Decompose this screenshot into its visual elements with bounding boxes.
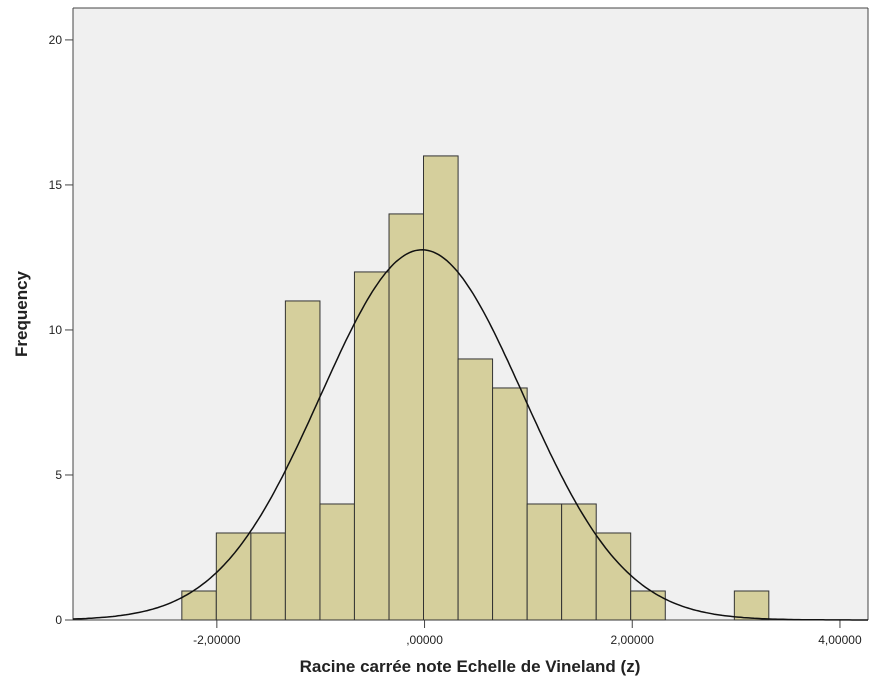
y-tick-label: 10 <box>49 323 63 337</box>
bar <box>215 532 252 621</box>
y-axis-label: Frequency <box>12 270 31 357</box>
y-tick-label: 0 <box>55 613 62 627</box>
bar <box>630 590 666 621</box>
bar <box>250 532 286 621</box>
x-tick-label: 2,00000 <box>611 633 655 647</box>
bar <box>181 590 217 621</box>
bar <box>423 155 459 621</box>
x-tick-label: ,00000 <box>406 633 443 647</box>
bar <box>388 213 425 621</box>
bar <box>526 503 563 621</box>
x-tick-label: 4,00000 <box>818 633 862 647</box>
x-axis-label: Racine carrée note Echelle de Vineland (… <box>300 657 641 676</box>
y-tick-label: 15 <box>49 178 63 192</box>
bar <box>561 503 597 621</box>
bar <box>595 532 632 621</box>
bar <box>457 358 494 621</box>
bar <box>319 503 355 621</box>
y-tick-label: 20 <box>49 33 63 47</box>
bar <box>353 271 390 621</box>
bar <box>733 590 770 621</box>
normal-curve <box>72 249 868 621</box>
y-tick-label: 5 <box>55 468 62 482</box>
x-tick-label: -2,00000 <box>193 633 241 647</box>
bar <box>492 387 528 621</box>
